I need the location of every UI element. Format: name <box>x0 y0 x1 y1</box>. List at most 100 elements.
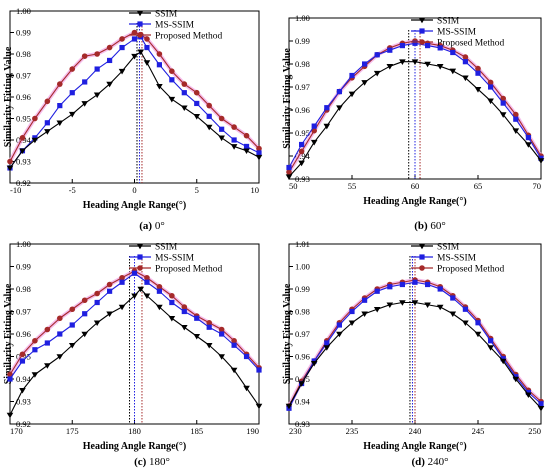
data-point-marker <box>255 154 263 161</box>
chart-panel-a: 0.920.930.940.950.960.970.980.991.00-10-… <box>3 6 263 232</box>
y-tick-label: 0.98 <box>295 59 310 69</box>
x-tick-label: 170 <box>10 426 23 436</box>
x-tick-label: 10 <box>251 185 260 195</box>
data-point-marker <box>362 297 368 303</box>
data-point-marker <box>488 338 494 344</box>
data-point-marker <box>425 43 431 49</box>
data-point-marker <box>6 165 14 172</box>
data-point-marker <box>538 155 544 161</box>
y-tick-label: 0.96 <box>16 92 31 102</box>
data-point-marker <box>412 40 418 46</box>
data-point-marker <box>499 358 507 365</box>
data-point-marker <box>487 345 494 351</box>
data-point-marker <box>437 286 443 292</box>
data-point-marker <box>81 331 88 338</box>
data-point-marker <box>156 51 163 57</box>
data-point-marker <box>310 139 318 146</box>
data-point-marker <box>399 300 406 306</box>
data-point-marker <box>323 123 331 130</box>
data-point-marker <box>118 304 126 311</box>
data-point-marker <box>131 36 138 42</box>
data-point-marker <box>32 347 38 353</box>
data-point-marker <box>487 98 494 105</box>
y-tick-label: 0.93 <box>295 174 310 184</box>
x-axis-label: Heading Angle Range(°) <box>83 200 186 211</box>
data-point-marker <box>513 116 519 122</box>
x-tick-label: 175 <box>66 426 79 436</box>
data-point-marker <box>310 360 318 367</box>
y-axis-label: Similarity Fitting Value <box>3 46 14 147</box>
data-point-marker <box>336 89 342 95</box>
data-point-marker <box>193 114 201 120</box>
y-tick-label: 0.98 <box>16 49 31 59</box>
data-point-marker <box>218 115 225 122</box>
y-tick-label: 1.00 <box>16 6 31 16</box>
data-point-marker <box>44 363 51 369</box>
panel-caption: (b) 60° <box>414 220 446 232</box>
x-axis-label: Heading Angle Range(°) <box>83 441 186 452</box>
data-point-marker <box>181 105 188 112</box>
data-point-marker <box>219 331 225 337</box>
data-point-marker <box>387 284 393 290</box>
data-point-marker <box>181 308 187 315</box>
data-point-marker <box>31 372 39 378</box>
data-point-marker <box>106 81 113 88</box>
data-point-marker <box>68 111 76 118</box>
data-point-marker <box>156 62 162 68</box>
legend-label: MS-SSIM <box>437 28 477 38</box>
data-point-marker <box>324 340 330 346</box>
series-line-ssim <box>9 288 260 416</box>
data-point-marker <box>243 148 250 155</box>
x-tick-label: 5 <box>195 185 199 195</box>
data-point-marker <box>298 381 305 387</box>
data-point-marker <box>286 169 292 175</box>
data-point-marker <box>168 315 176 322</box>
legend-marker <box>137 21 143 27</box>
data-point-marker <box>69 322 75 328</box>
data-point-marker <box>81 297 88 304</box>
data-point-marker <box>230 144 238 150</box>
data-point-marker <box>169 292 175 299</box>
data-point-marker <box>462 75 469 82</box>
data-point-marker <box>119 279 125 285</box>
data-point-marker <box>169 68 175 74</box>
x-tick-label: 245 <box>472 426 485 436</box>
data-point-marker <box>137 286 145 293</box>
data-point-marker <box>57 81 63 87</box>
data-point-marker <box>512 128 520 134</box>
data-point-marker <box>450 49 456 56</box>
y-tick-label: 0.99 <box>295 284 310 294</box>
data-point-marker <box>425 281 431 288</box>
data-point-marker <box>231 137 237 143</box>
legend-label: SSIM <box>155 10 178 20</box>
data-point-marker <box>487 79 494 86</box>
data-point-marker <box>19 135 26 141</box>
data-point-marker <box>44 340 50 346</box>
legend-marker <box>136 10 144 17</box>
data-point-marker <box>119 274 125 281</box>
y-axis-label: Similarity Fitting Value <box>3 283 14 384</box>
data-point-marker <box>285 174 293 180</box>
data-point-marker <box>194 315 200 321</box>
data-point-marker <box>156 283 163 290</box>
data-point-marker <box>107 288 113 294</box>
data-point-marker <box>137 49 145 56</box>
data-point-marker <box>206 324 212 330</box>
data-point-marker <box>205 124 213 131</box>
legend-marker <box>419 254 425 260</box>
y-tick-label: 0.93 <box>16 397 31 407</box>
data-point-marker <box>411 300 419 306</box>
data-point-marker <box>475 320 481 326</box>
data-point-marker <box>131 29 138 36</box>
data-point-marker <box>373 306 381 313</box>
data-point-marker <box>374 288 380 294</box>
y-tick-label: 1.01 <box>295 239 310 249</box>
data-point-marker <box>525 392 532 399</box>
data-point-marker <box>298 160 305 167</box>
y-axis-label: Similarity Fitting Value <box>282 48 293 149</box>
data-point-marker <box>500 100 506 106</box>
x-tick-label: 230 <box>289 426 302 436</box>
data-point-marker <box>324 105 330 111</box>
x-tick-label: 180 <box>128 426 141 436</box>
data-point-marker <box>462 320 469 327</box>
